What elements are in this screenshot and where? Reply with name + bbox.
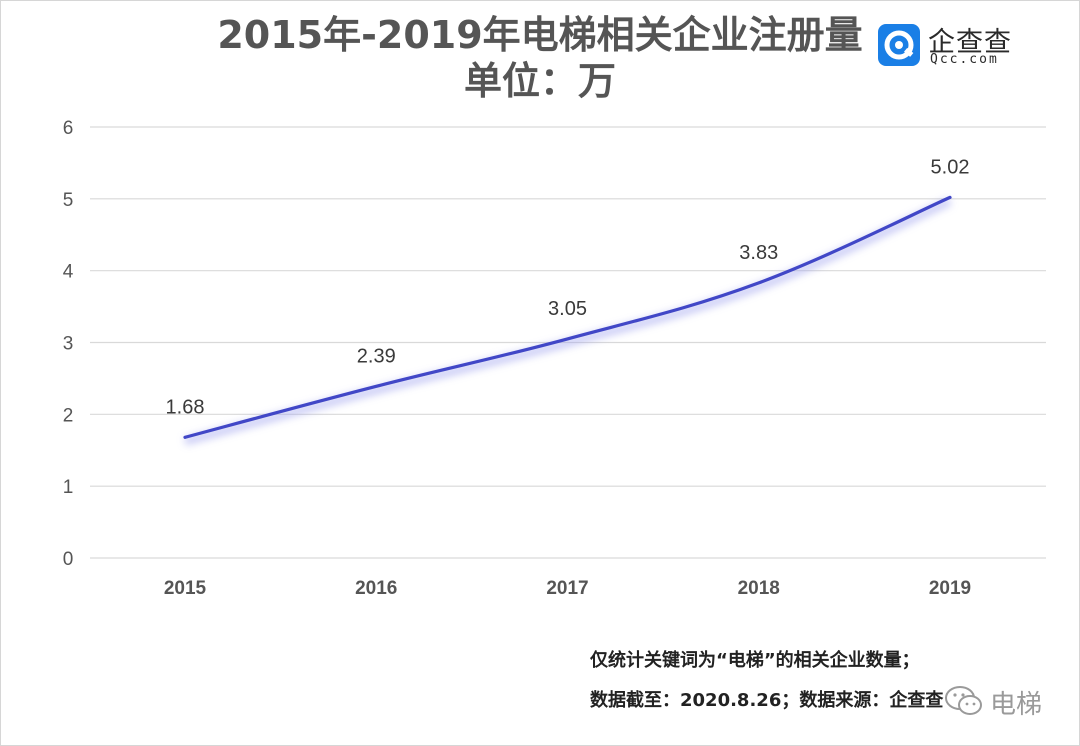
footnote-scope: 仅统计关键词为“电梯”的相关企业数量； bbox=[590, 650, 920, 671]
x-tick-label: 2016 bbox=[355, 578, 397, 599]
data-label: 5.02 bbox=[931, 156, 970, 178]
data-label: 3.05 bbox=[548, 298, 587, 320]
chart-title: 2015年-2019年电梯相关企业注册量 单位：万 bbox=[0, 12, 1080, 104]
x-tick-label: 2017 bbox=[546, 578, 588, 599]
y-tick-label: 6 bbox=[63, 118, 74, 139]
x-tick-label: 2015 bbox=[164, 578, 207, 599]
logo-name-cn: 企查查 bbox=[928, 27, 1012, 58]
y-tick-label: 1 bbox=[63, 477, 74, 498]
footnote-source: 数据截至：2020.8.26；数据来源：企查查 bbox=[590, 690, 944, 711]
title-line2: 单位：万 bbox=[463, 59, 616, 103]
watermark-text: 电梯 bbox=[990, 690, 1043, 720]
y-tick-label: 4 bbox=[63, 262, 74, 283]
y-tick-label: 2 bbox=[63, 405, 74, 426]
x-tick-label: 2019 bbox=[929, 578, 971, 599]
title-line1: 2015年-2019年电梯相关企业注册量 bbox=[217, 13, 863, 57]
data-label: 3.83 bbox=[739, 242, 778, 264]
logo-name-en: Qcc.com bbox=[930, 52, 999, 67]
x-tick-label: 2018 bbox=[738, 578, 780, 599]
y-tick-label: 3 bbox=[63, 334, 74, 355]
series-line-shadow bbox=[183, 197, 952, 446]
wechat-icon bbox=[944, 684, 984, 722]
wechat-watermark: 电梯 bbox=[944, 680, 1074, 720]
data-label: 1.68 bbox=[166, 396, 205, 418]
y-tick-label: 5 bbox=[63, 190, 74, 211]
qcc-logo-icon bbox=[878, 24, 920, 66]
y-tick-label: 0 bbox=[63, 549, 74, 570]
qcc-logo: 企查查 Qcc.com bbox=[878, 22, 1018, 70]
series-line bbox=[183, 195, 952, 439]
data-label: 2.39 bbox=[357, 345, 396, 367]
